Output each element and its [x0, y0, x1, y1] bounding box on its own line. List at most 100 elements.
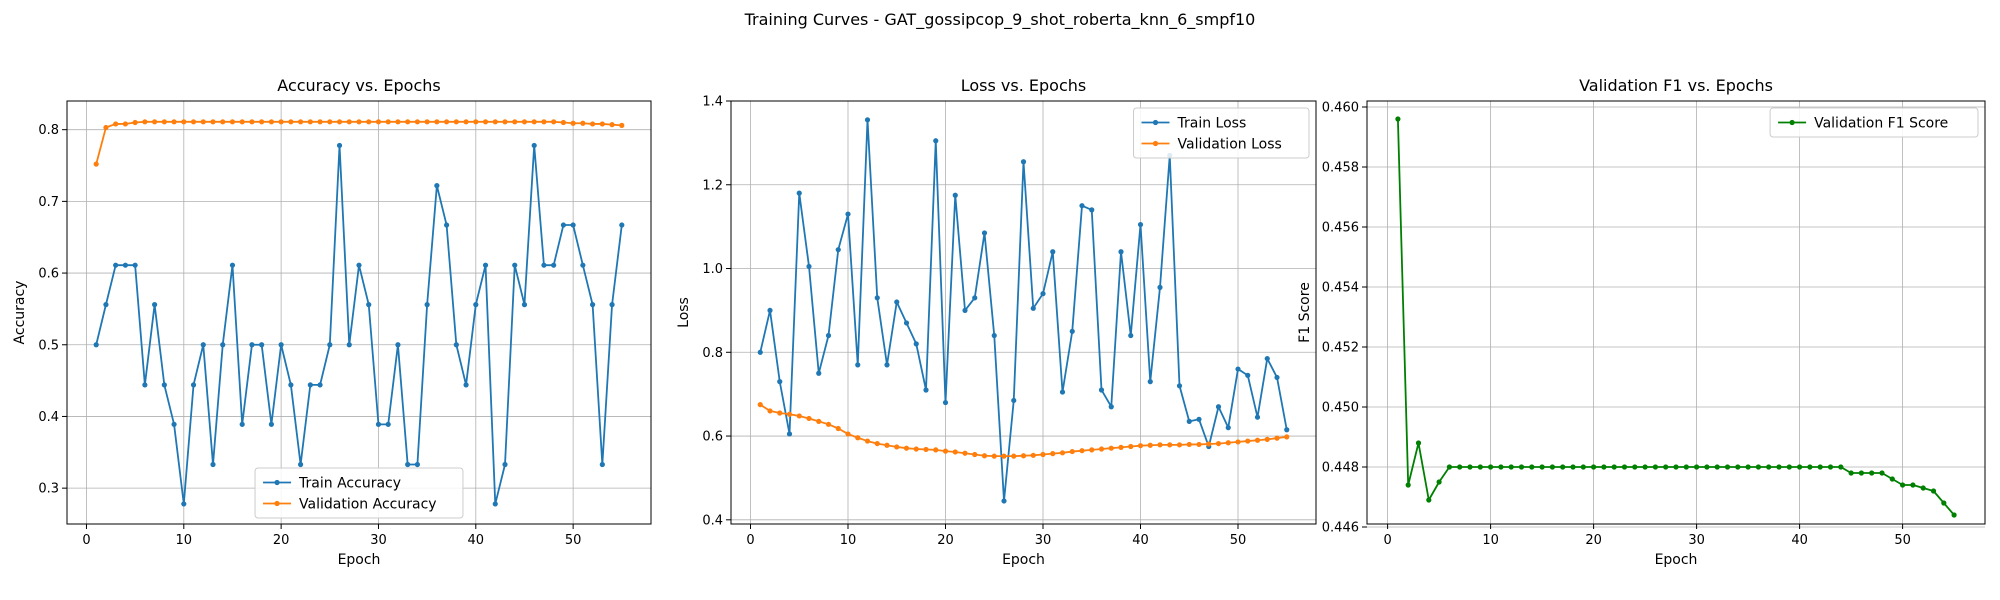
data-point — [952, 449, 958, 455]
data-point — [1415, 440, 1422, 446]
data-point — [806, 415, 812, 422]
data-point — [913, 446, 919, 452]
data-point — [113, 262, 119, 268]
data-point — [903, 445, 910, 451]
data-point — [239, 421, 245, 427]
data-point — [609, 122, 615, 128]
data-point — [1225, 440, 1231, 446]
data-point — [767, 307, 773, 314]
data-point — [152, 119, 158, 125]
chart-title: Loss vs. Epochs — [961, 76, 1086, 95]
data-point — [200, 119, 206, 125]
data-point — [1118, 444, 1124, 450]
data-point — [181, 119, 187, 125]
data-point — [599, 461, 605, 468]
data-point — [1098, 387, 1105, 393]
data-point — [103, 124, 109, 131]
data-point — [414, 119, 420, 125]
data-point — [580, 120, 586, 126]
data-point — [835, 247, 841, 253]
data-point — [1264, 436, 1270, 442]
data-point — [835, 425, 841, 432]
data-point — [991, 332, 997, 339]
data-point — [864, 117, 871, 123]
x-axis-label: Epoch — [338, 552, 381, 568]
data-point — [1560, 464, 1566, 470]
data-point — [1147, 379, 1153, 385]
data-point — [1477, 464, 1483, 470]
data-point — [239, 119, 245, 125]
data-point — [757, 402, 763, 408]
data-point — [142, 119, 148, 125]
data-point — [1264, 355, 1270, 362]
data-point — [864, 438, 871, 444]
plot-frame — [66, 100, 652, 525]
data-point — [1196, 441, 1202, 448]
data-point — [972, 451, 978, 458]
data-point — [200, 342, 206, 348]
data-point — [1797, 464, 1803, 470]
data-point — [1089, 447, 1095, 453]
data-point — [1050, 451, 1056, 457]
data-point — [1621, 464, 1628, 470]
data-point — [1128, 332, 1134, 339]
data-point — [1118, 249, 1124, 255]
data-point — [1488, 464, 1494, 470]
data-point — [1951, 512, 1957, 518]
series-1 — [93, 142, 625, 507]
data-point — [473, 302, 479, 308]
data-point — [1827, 464, 1834, 470]
data-point — [453, 119, 459, 125]
y-tick-label: 0.3 — [38, 482, 59, 497]
data-point — [317, 119, 323, 125]
data-point — [1274, 435, 1280, 441]
data-point — [1786, 464, 1792, 470]
data-point — [991, 453, 997, 459]
series-1 — [1395, 116, 1957, 518]
data-point — [220, 119, 226, 125]
data-point — [767, 408, 773, 414]
data-point — [894, 299, 900, 305]
data-point — [786, 431, 793, 437]
data-point — [942, 448, 949, 454]
data-point — [1059, 389, 1066, 395]
data-point — [1206, 441, 1212, 447]
legend: Train Loss Validation Loss — [1133, 107, 1310, 159]
data-point — [1225, 425, 1231, 431]
data-point — [1694, 464, 1700, 470]
data-point — [981, 230, 988, 236]
data-point — [1040, 451, 1046, 458]
data-point — [132, 262, 138, 268]
data-point — [1601, 464, 1607, 470]
data-point — [1069, 448, 1075, 455]
chart-panel-3: 0 10 20 30 40 50 0.446 0.448 0.450 0.452 0.454 0.45… — [1297, 76, 1986, 568]
data-point — [424, 119, 430, 125]
data-point — [1766, 464, 1772, 470]
data-point — [786, 411, 793, 417]
data-point — [590, 302, 596, 308]
data-point — [502, 119, 508, 125]
y-axis-label: Loss — [676, 297, 692, 328]
data-point — [1254, 437, 1261, 443]
y-tick-label: 0.456 — [1322, 221, 1359, 236]
data-point — [103, 302, 109, 308]
data-point — [580, 262, 586, 268]
data-point — [259, 342, 265, 348]
legend-box — [1769, 107, 1979, 138]
x-tick-label: 40 — [468, 533, 485, 548]
data-point — [492, 119, 498, 125]
data-point — [796, 190, 802, 196]
data-point — [395, 119, 401, 125]
data-point — [521, 302, 528, 308]
data-point — [845, 211, 851, 217]
data-point — [1632, 464, 1638, 470]
legend: Train Accuracy Validation Accuracy — [254, 467, 464, 519]
data-point — [1157, 442, 1163, 448]
data-point — [249, 119, 255, 125]
y-tick-label: 0.4 — [38, 410, 59, 425]
data-point — [375, 119, 382, 125]
x-axis-label: Epoch — [1002, 552, 1045, 568]
data-point — [327, 342, 333, 348]
data-point — [570, 120, 576, 126]
